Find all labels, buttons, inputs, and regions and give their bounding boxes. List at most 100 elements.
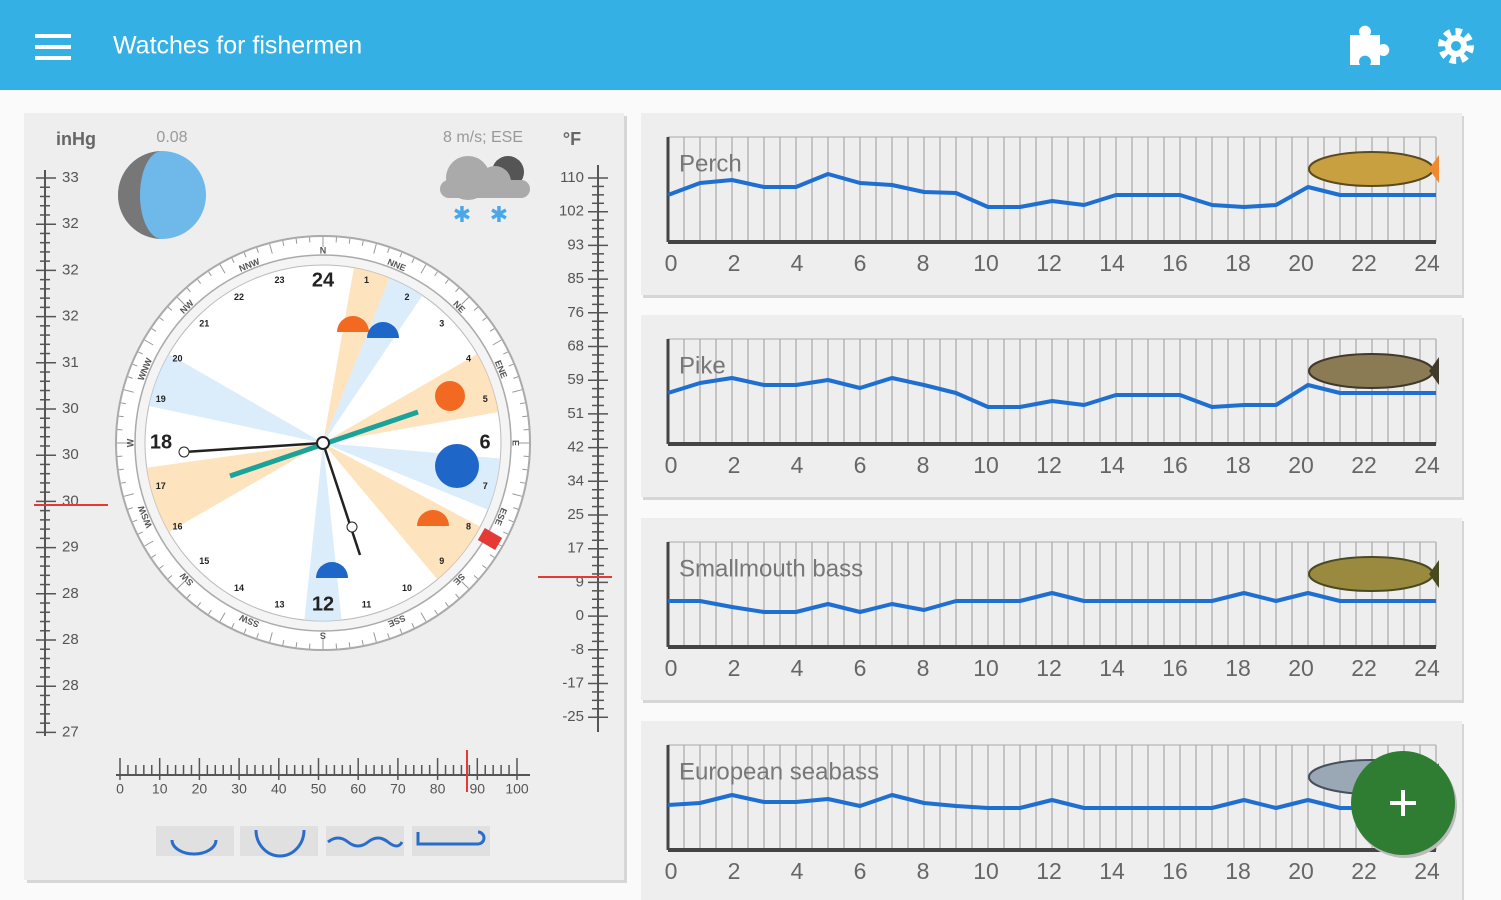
menu-button[interactable]	[35, 34, 71, 60]
clock-hour: 14	[234, 583, 244, 593]
scale-label: 20	[192, 781, 208, 797]
scale-label: 70	[390, 781, 406, 797]
clock-hour: 10	[402, 583, 412, 593]
hour-label: 10	[973, 250, 999, 276]
hour-label: 20	[1288, 452, 1314, 478]
temperature-label: 102	[559, 203, 584, 220]
scale-label: 40	[271, 781, 287, 797]
hour-label: 16	[1162, 655, 1188, 681]
moon-icon	[118, 151, 206, 239]
clock-hour: 4	[466, 353, 471, 363]
hour-label: 22	[1351, 452, 1377, 478]
temperature-label: 68	[567, 337, 584, 354]
hour-label: 0	[665, 858, 678, 884]
hour-label: 22	[1351, 858, 1377, 884]
clock-hour: 5	[483, 394, 488, 404]
hour-label: 4	[791, 250, 804, 276]
settings-button[interactable]	[1438, 28, 1474, 64]
hour-label: 14	[1099, 655, 1125, 681]
hour-label: 14	[1099, 250, 1125, 276]
activity-line	[667, 376, 1436, 409]
fish-image	[1308, 556, 1434, 592]
pressure-label: 30	[62, 400, 79, 417]
pressure-label: 32	[62, 308, 79, 325]
temperature-label: 17	[567, 540, 584, 557]
plugins-button[interactable]	[1350, 25, 1390, 65]
hour-label: 6	[854, 452, 867, 478]
pressure-label: 32	[62, 261, 79, 278]
hour-label: 8	[917, 858, 930, 884]
clock-hour: 23	[275, 275, 285, 285]
clock-hour: 7	[483, 481, 488, 491]
compass-direction: S	[320, 631, 326, 641]
hour-label: 24	[1414, 655, 1440, 681]
bottom-buttons[interactable]	[156, 826, 490, 858]
clock-hour: 13	[275, 600, 285, 610]
hour-label: 4	[791, 858, 804, 884]
pressure-label: 28	[62, 677, 79, 694]
clock-hour: 19	[156, 394, 166, 404]
temperature-label: 85	[567, 270, 584, 287]
fish-tail	[1429, 560, 1439, 588]
app-bar	[0, 0, 1501, 90]
hour-label: 4	[791, 655, 804, 681]
fish-name: European seabass	[679, 758, 879, 785]
app-title: Watches for fishermen	[113, 32, 362, 60]
hour-label: 22	[1351, 250, 1377, 276]
temperature-label: 110	[560, 169, 584, 186]
clock-hour: 15	[199, 556, 209, 566]
hour-label: 2	[728, 452, 741, 478]
hour-label: 22	[1351, 655, 1377, 681]
temperature-label: -25	[562, 708, 584, 725]
clock-hour-major: 6	[479, 431, 490, 453]
hour-label: 16	[1162, 250, 1188, 276]
scale-label: 50	[311, 781, 327, 797]
scale-label: 80	[430, 781, 446, 797]
pressure-label: 31	[62, 354, 79, 371]
hour-label: 18	[1225, 655, 1251, 681]
hour-label: 24	[1414, 858, 1440, 884]
temperature-label: 93	[567, 236, 584, 253]
fish-name: Perch	[679, 150, 742, 177]
add-button[interactable]	[1351, 751, 1457, 858]
hour-label: 12	[1036, 250, 1062, 276]
clock-hour-major: 12	[312, 593, 334, 615]
pressure-label: 30	[62, 492, 79, 509]
temperature-label: 42	[567, 439, 584, 456]
activity-line	[667, 172, 1436, 209]
scale-label: 100	[505, 781, 529, 797]
fish-image	[1308, 151, 1434, 187]
temperature-label: -17	[562, 674, 584, 691]
temperature-label: 76	[567, 304, 584, 321]
hour-label: 18	[1225, 858, 1251, 884]
scale-label: 0	[116, 781, 124, 797]
hour-label: 10	[973, 858, 999, 884]
moon-phase: 0.08	[156, 129, 187, 146]
hour-label: 12	[1036, 655, 1062, 681]
scale-label: 30	[231, 781, 247, 797]
fish-name: Pike	[679, 352, 726, 379]
temperature-label: -8	[571, 641, 584, 658]
compass-direction: N	[320, 245, 327, 255]
clock-hour: 9	[439, 556, 444, 566]
fish-image	[1308, 353, 1434, 389]
hour-label: 2	[728, 250, 741, 276]
activity-line	[668, 591, 1436, 614]
clock-hour: 20	[172, 353, 182, 363]
temperature-unit: °F	[563, 129, 581, 149]
fab-plus	[1401, 790, 1405, 816]
hour-label: 8	[917, 250, 930, 276]
hour-label: 20	[1288, 250, 1314, 276]
hour-label: 6	[854, 858, 867, 884]
clock-hour: 16	[172, 521, 182, 531]
clock-hour: 2	[404, 292, 409, 302]
temperature-label: 9	[576, 573, 584, 590]
fish-name: Smallmouth bass	[679, 555, 863, 582]
hour-label: 24	[1414, 250, 1440, 276]
